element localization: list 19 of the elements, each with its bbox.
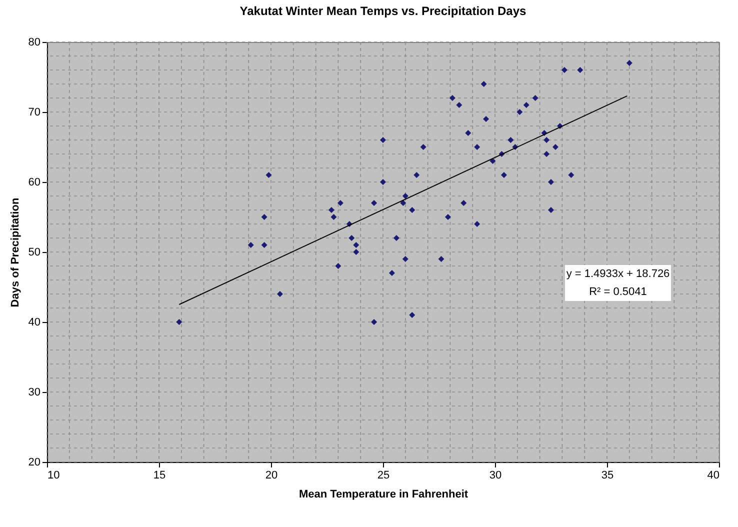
x-tick-label: 25 xyxy=(377,470,390,482)
y-axis-title: Days of Precipitation xyxy=(9,198,22,308)
y-tick-label: 80 xyxy=(28,36,40,48)
y-tick-label: 50 xyxy=(28,246,40,258)
x-axis-title: Mean Temperature in Fahrenheit xyxy=(298,488,468,500)
annotation: R² = 0.5041 xyxy=(589,286,647,298)
x-tick-label: 20 xyxy=(265,470,278,482)
x-tick-label: 15 xyxy=(153,470,166,482)
annotation: y = 1.4933x + 18.726 xyxy=(566,268,670,280)
x-tick-label: 35 xyxy=(601,470,614,482)
chart-title: Yakutat Winter Mean Temps vs. Precipitation Days xyxy=(240,4,527,18)
y-tick-label: 60 xyxy=(28,176,40,188)
y-tick-label: 20 xyxy=(28,456,40,468)
x-tick-label: 40 xyxy=(707,470,720,482)
x-tick-label: 30 xyxy=(489,470,502,482)
y-tick-label: 30 xyxy=(28,386,40,398)
y-tick-label: 40 xyxy=(28,316,40,328)
y-tick-label: 70 xyxy=(28,106,40,118)
x-tick-label: 10 xyxy=(48,470,60,482)
